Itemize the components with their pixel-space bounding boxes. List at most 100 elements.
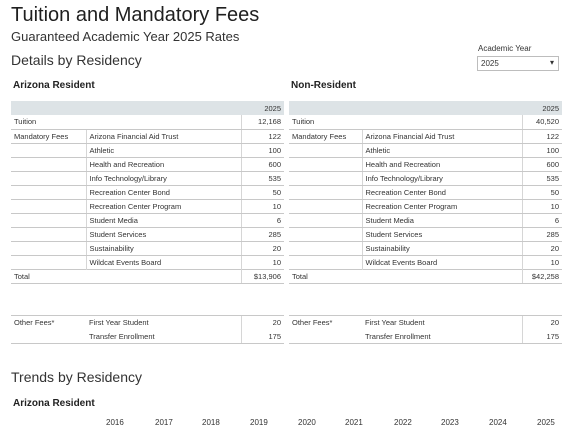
other-fee-name: First Year Student [86,315,241,330]
fee-value: 285 [521,227,562,242]
tuition-label: Tuition [11,115,86,130]
chevron-down-icon: ▾ [549,58,554,67]
trend-year-label: 2019 [250,418,268,426]
academic-year-value: 2025 [481,59,499,68]
fee-name: Student Media [85,213,241,228]
trend-year-label: 2018 [202,418,220,426]
trend-year-label: 2020 [298,418,316,426]
tuition-value: 40,520 [521,115,562,130]
other-fee-value: 20 [240,315,284,330]
fee-name: Recreation Center Program [85,199,241,214]
fee-value: 6 [521,213,562,228]
details-heading: Details by Residency [11,52,142,68]
year-header: 2025 [241,101,284,115]
other-fee-name: Transfer Enrollment [86,329,241,344]
trend-year-label: 2023 [441,418,459,426]
trends-year-axis: 2016 2017 2018 2019 2020 2021 2022 2023 … [0,418,568,426]
fee-row: Health and Recreation 600 [289,157,562,172]
fee-value: 10 [521,199,562,214]
fee-row: Wildcat Events Board 10 [289,255,562,269]
mandatory-fees-label: Mandatory Fees [11,129,86,144]
fee-name: Sustainability [85,241,241,256]
fee-row: Student Media 6 [11,213,284,228]
fee-name: Health and Recreation [85,157,241,172]
fee-value: 20 [240,241,284,256]
fee-row: Sustainability 20 [11,241,284,256]
fee-row: Wildcat Events Board 10 [11,255,284,269]
academic-year-select[interactable]: 2025 ▾ [477,56,559,71]
fee-name: Student Services [361,227,522,242]
fee-name: Athletic [361,143,522,158]
trends-group-title: Arizona Resident [13,398,95,409]
fee-value: 100 [240,143,284,158]
fee-name: Recreation Center Bond [361,185,522,200]
other-fee-value: 175 [240,329,284,344]
fee-name: Wildcat Events Board [85,255,241,269]
fee-value: 50 [521,185,562,200]
fee-name: Recreation Center Program [361,199,522,214]
fee-value: 50 [240,185,284,200]
other-fees-label: Other Fees* [11,315,86,330]
fee-value: 122 [521,129,562,144]
trend-year-label: 2021 [345,418,363,426]
total-label: Total [11,268,86,284]
fee-row: Student Services 285 [289,227,562,242]
fee-value: 10 [240,255,284,269]
fee-value: 600 [521,157,562,172]
other-fee-name: First Year Student [362,315,522,330]
fee-name: Info Technology/Library [361,171,522,186]
resident-other-fees-table: Other Fees* First Year Student 20 Transf… [11,315,284,344]
fee-row: Sustainability 20 [289,241,562,256]
fee-value: 100 [521,143,562,158]
fee-name: Student Services [85,227,241,242]
fee-name: Athletic [85,143,241,158]
fee-name: Info Technology/Library [85,171,241,186]
total-value: $42,258 [521,268,562,284]
group-title-resident: Arizona Resident [13,80,95,91]
other-fee-row: Transfer Enrollment 175 [289,329,562,344]
page-title: Tuition and Mandatory Fees [11,4,260,26]
fee-row: Recreation Center Bond 50 [289,185,562,200]
fee-row: Mandatory Fees Arizona Financial Aid Tru… [289,129,562,144]
table-header-row: 2025 [289,101,562,115]
fee-row: Mandatory Fees Arizona Financial Aid Tru… [11,129,284,144]
fee-name: Student Media [361,213,522,228]
other-fee-value: 175 [521,329,562,344]
fee-name: Arizona Financial Aid Trust [85,129,241,144]
trends-heading: Trends by Residency [11,369,142,385]
fee-row: Student Services 285 [11,227,284,242]
fee-name: Health and Recreation [361,157,522,172]
fee-row: Athletic 100 [11,143,284,158]
fee-value: 535 [240,171,284,186]
fee-value: 535 [521,171,562,186]
trend-year-label: 2016 [106,418,124,426]
table-header-row: 2025 [11,101,284,115]
fee-row: Recreation Center Program 10 [289,199,562,214]
year-header: 2025 [522,101,562,115]
fee-name: Recreation Center Bond [85,185,241,200]
fee-row: Recreation Center Program 10 [11,199,284,214]
fee-row: Info Technology/Library 535 [11,171,284,186]
other-fees-label: Other Fees* [289,315,362,330]
trend-year-label: 2025 [537,418,555,426]
fee-value: 20 [521,241,562,256]
tuition-row: Tuition 12,168 [11,115,284,130]
page-subtitle: Guaranteed Academic Year 2025 Rates [11,29,240,44]
fee-row: Health and Recreation 600 [11,157,284,172]
tuition-row: Tuition 40,520 [289,115,562,130]
mandatory-fees-label: Mandatory Fees [289,129,362,144]
academic-year-label: Academic Year [478,44,532,53]
trend-year-label: 2017 [155,418,173,426]
fee-value: 285 [240,227,284,242]
total-value: $13,906 [240,268,284,284]
fee-value: 122 [240,129,284,144]
fee-value: 10 [521,255,562,269]
other-fee-row: Transfer Enrollment 175 [11,329,284,344]
other-fee-value: 20 [521,315,562,330]
total-row: Total $13,906 [11,268,284,284]
total-label: Total [289,268,362,284]
fee-value: 600 [240,157,284,172]
trend-year-label: 2024 [489,418,507,426]
other-fee-row: Other Fees* First Year Student 20 [289,315,562,330]
fee-value: 10 [240,199,284,214]
